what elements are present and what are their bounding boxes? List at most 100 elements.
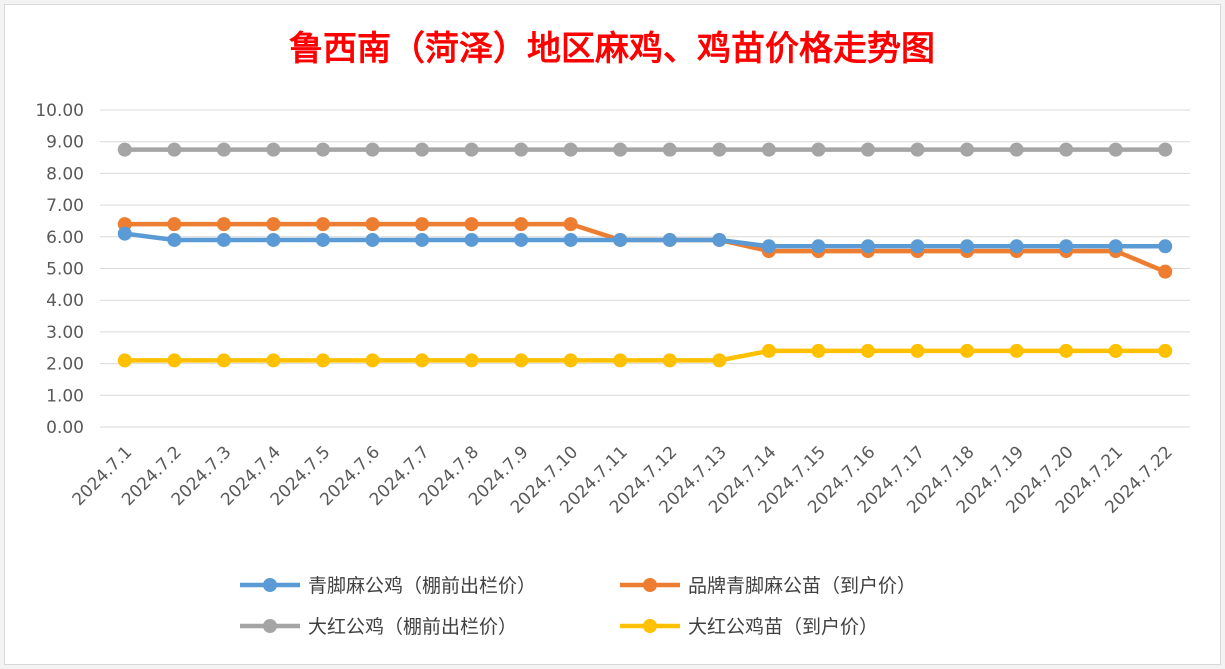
data-point bbox=[514, 142, 529, 157]
legend-item[interactable]: 大红公鸡（棚前出栏价） bbox=[240, 616, 517, 638]
data-point bbox=[514, 232, 529, 247]
series-line bbox=[124, 231, 1166, 249]
data-point bbox=[514, 353, 529, 368]
data-point bbox=[216, 232, 231, 247]
data-point bbox=[365, 353, 380, 368]
data-point bbox=[266, 353, 281, 368]
data-point bbox=[712, 232, 727, 247]
y-tick-label: 8.00 bbox=[46, 164, 84, 184]
data-point bbox=[712, 353, 727, 368]
data-point bbox=[464, 353, 479, 368]
data-point bbox=[811, 142, 826, 157]
data-point bbox=[1009, 343, 1024, 358]
legend-marker bbox=[263, 619, 277, 633]
legend-item[interactable]: 青脚麻公鸡（棚前出栏价） bbox=[240, 575, 536, 597]
series-2 bbox=[117, 142, 1173, 157]
data-point bbox=[910, 343, 925, 358]
data-point bbox=[910, 142, 925, 157]
data-point bbox=[167, 142, 182, 157]
data-point bbox=[117, 353, 132, 368]
data-point bbox=[613, 232, 628, 247]
data-point bbox=[811, 343, 826, 358]
data-point bbox=[415, 353, 430, 368]
data-point bbox=[315, 217, 330, 232]
data-point bbox=[266, 232, 281, 247]
series-layer bbox=[117, 142, 1173, 368]
data-point bbox=[365, 232, 380, 247]
data-point bbox=[761, 142, 776, 157]
legend-label: 大红公鸡（棚前出栏价） bbox=[308, 616, 517, 638]
data-point bbox=[415, 217, 430, 232]
legend-label: 品牌青脚麻公苗（到户价） bbox=[688, 575, 916, 597]
chart-title: 鲁西南（菏泽）地区麻鸡、鸡苗价格走势图 bbox=[289, 29, 935, 69]
data-point bbox=[960, 142, 975, 157]
data-point bbox=[1059, 239, 1074, 254]
data-point bbox=[811, 239, 826, 254]
data-point bbox=[365, 142, 380, 157]
y-tick-label: 5.00 bbox=[46, 260, 84, 280]
y-tick-label: 3.00 bbox=[46, 323, 84, 343]
data-point bbox=[266, 217, 281, 232]
y-tick-label: 10.00 bbox=[35, 101, 84, 121]
data-point bbox=[315, 142, 330, 157]
data-point bbox=[1108, 343, 1123, 358]
data-point bbox=[1158, 142, 1173, 157]
data-point bbox=[216, 142, 231, 157]
data-point bbox=[464, 232, 479, 247]
data-point bbox=[1158, 343, 1173, 358]
data-point bbox=[960, 343, 975, 358]
data-point bbox=[960, 239, 975, 254]
data-point bbox=[415, 232, 430, 247]
data-point bbox=[167, 217, 182, 232]
legend[interactable]: 青脚麻公鸡（棚前出栏价） 品牌青脚麻公苗（到户价） 大红公鸡（棚前出栏价） 大红公鸡苗… bbox=[240, 575, 916, 638]
data-point bbox=[613, 353, 628, 368]
data-point bbox=[563, 217, 578, 232]
y-tick-label: 6.00 bbox=[46, 228, 84, 248]
data-point bbox=[662, 232, 677, 247]
data-point bbox=[1108, 239, 1123, 254]
data-point bbox=[1158, 264, 1173, 279]
data-point bbox=[464, 217, 479, 232]
data-point bbox=[662, 142, 677, 157]
data-point bbox=[1158, 239, 1173, 254]
y-tick-label: 7.00 bbox=[46, 196, 84, 216]
data-point bbox=[117, 226, 132, 241]
x-axis-labels: 2024.7.12024.7.22024.7.32024.7.42024.7.5… bbox=[69, 442, 1177, 517]
data-point bbox=[860, 142, 875, 157]
data-point bbox=[266, 142, 281, 157]
y-tick-label: 0.00 bbox=[46, 418, 84, 438]
data-point bbox=[415, 142, 430, 157]
data-point bbox=[365, 217, 380, 232]
data-point bbox=[613, 142, 628, 157]
data-point bbox=[117, 142, 132, 157]
data-point bbox=[315, 232, 330, 247]
y-tick-label: 4.00 bbox=[46, 291, 84, 311]
data-point bbox=[761, 343, 776, 358]
data-point bbox=[860, 343, 875, 358]
legend-item[interactable]: 品牌青脚麻公苗（到户价） bbox=[620, 575, 916, 597]
data-point bbox=[514, 217, 529, 232]
data-point bbox=[761, 239, 776, 254]
series-line bbox=[124, 348, 1166, 363]
data-point bbox=[712, 142, 727, 157]
data-point bbox=[563, 353, 578, 368]
data-point bbox=[1009, 142, 1024, 157]
data-point bbox=[910, 239, 925, 254]
data-point bbox=[1059, 343, 1074, 358]
data-point bbox=[662, 353, 677, 368]
data-point bbox=[563, 232, 578, 247]
data-point bbox=[563, 142, 578, 157]
data-point bbox=[216, 217, 231, 232]
legend-label: 青脚麻公鸡（棚前出栏价） bbox=[308, 575, 536, 597]
data-point bbox=[167, 353, 182, 368]
legend-marker bbox=[643, 619, 657, 633]
data-point bbox=[1059, 142, 1074, 157]
data-point bbox=[860, 239, 875, 254]
data-point bbox=[315, 353, 330, 368]
data-point bbox=[1009, 239, 1024, 254]
legend-marker bbox=[643, 578, 657, 592]
y-tick-label: 1.00 bbox=[46, 386, 84, 406]
legend-item[interactable]: 大红公鸡苗（到户价） bbox=[620, 616, 878, 638]
y-tick-label: 9.00 bbox=[46, 133, 84, 153]
